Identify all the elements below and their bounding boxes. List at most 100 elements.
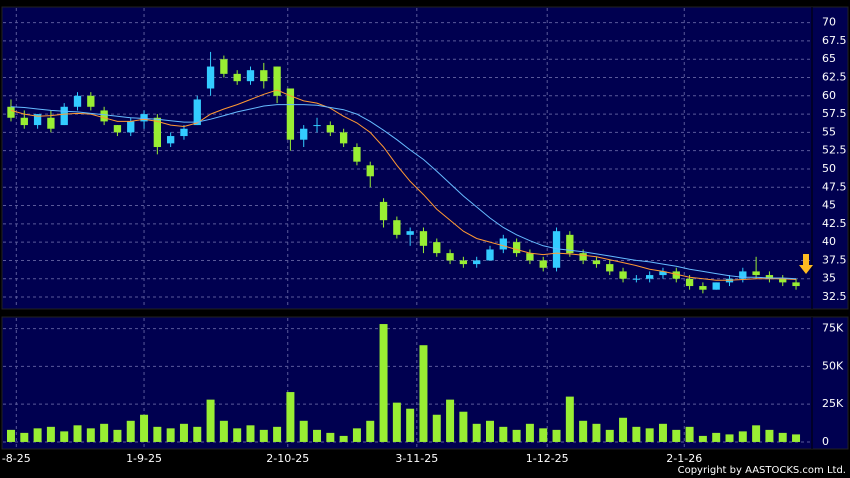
candle-body — [393, 220, 401, 235]
candle-body — [739, 271, 747, 279]
volume-bar — [446, 399, 455, 442]
y-tick-label: 45 — [822, 199, 836, 212]
y-tick-label: 25K — [822, 397, 844, 410]
volume-bar — [605, 429, 614, 442]
candle-body — [47, 117, 55, 129]
volume-bar — [459, 411, 468, 442]
volume-bar — [339, 435, 348, 442]
candle-body — [180, 128, 188, 137]
candle-body — [406, 231, 414, 235]
candle-body — [366, 165, 374, 177]
candle-body — [659, 271, 667, 276]
volume-bar — [525, 423, 534, 442]
volume-bar — [512, 429, 521, 442]
candle-body — [166, 136, 175, 144]
volume-bar — [419, 345, 428, 442]
volume-bar — [738, 431, 747, 442]
candle-body — [220, 59, 228, 74]
candle-body — [353, 147, 361, 162]
volume-bar — [592, 423, 601, 442]
y-tick-label: 0 — [822, 435, 829, 448]
x-tick-label: 2-10-25 — [266, 452, 309, 465]
candle-body — [632, 278, 641, 280]
moving-average-line — [10, 89, 797, 281]
arrow-indicator — [799, 254, 813, 274]
y-tick-label: 47.5 — [822, 180, 847, 193]
y-tick-label: 35 — [822, 272, 836, 285]
volume-bar — [725, 434, 734, 442]
candle-body — [646, 275, 654, 279]
volume-bar — [619, 417, 628, 442]
volume-bar — [778, 432, 787, 442]
volume-bar — [233, 428, 242, 442]
volume-bar — [113, 429, 122, 442]
volume-bar — [299, 420, 308, 442]
volume-bar — [658, 423, 667, 442]
volume-bar — [73, 425, 82, 442]
volume-bar — [486, 420, 494, 442]
candle-body — [339, 132, 348, 144]
candle-body — [606, 264, 614, 272]
volume-bar — [685, 426, 694, 442]
volume-bar — [313, 429, 322, 442]
volume-bar — [712, 432, 721, 442]
x-tick-label: -8-25 — [2, 452, 31, 465]
y-tick-label: 75K — [822, 322, 844, 335]
candle-body — [779, 278, 787, 283]
candle-body — [619, 271, 627, 279]
moving-average-line — [10, 104, 797, 280]
candle-body — [712, 282, 720, 290]
candle-body — [20, 117, 28, 126]
candle-body — [313, 125, 321, 127]
volume-bar — [193, 426, 202, 442]
volume-bar — [206, 399, 215, 442]
x-tick-label: 2-1-26 — [666, 452, 702, 465]
volume-bar — [286, 392, 295, 442]
y-tick-label: 40 — [822, 235, 836, 248]
volume-bar — [792, 434, 801, 442]
volume-bar — [273, 426, 282, 442]
candle-body — [552, 231, 561, 268]
candle-body — [486, 249, 494, 261]
volume-bar — [379, 324, 388, 442]
volume-bar — [259, 429, 268, 442]
volume-bar — [579, 420, 588, 442]
volume-bar — [565, 396, 574, 442]
candle-body — [113, 125, 122, 133]
volume-bar — [432, 414, 441, 442]
candle-body — [127, 121, 135, 133]
chart-layer: -8-25 1-9-25 2-10-25 3-11-25 1-12-25 2-1-26 32… — [2, 8, 847, 465]
volume-bar — [552, 429, 561, 442]
volume-bar — [406, 408, 415, 442]
candle-body — [526, 253, 534, 261]
volume-bar — [632, 426, 641, 442]
candle-body — [672, 271, 680, 279]
candle-body — [473, 260, 481, 265]
candle-body — [379, 201, 388, 221]
candle-body — [100, 110, 108, 122]
volume-bar — [352, 428, 361, 442]
candle-body — [326, 125, 334, 133]
candle-body — [566, 234, 574, 254]
copyright: Copyright by AASTOCKS.com Ltd. — [678, 465, 846, 476]
x-tick-label: 1-9-25 — [126, 452, 162, 465]
volume-bar — [6, 429, 15, 442]
candle-body — [752, 271, 760, 276]
y-tick-label: 50K — [822, 359, 844, 372]
y-tick-label: 50 — [822, 162, 836, 175]
x-tick-label: 1-12-25 — [526, 452, 569, 465]
volume-bar — [166, 428, 175, 442]
candle-body — [433, 242, 441, 254]
volume-bar — [86, 428, 95, 442]
candle-body — [685, 278, 694, 287]
volume-bar — [765, 429, 774, 442]
candle-body — [286, 88, 295, 140]
volume-bar — [752, 425, 761, 442]
volume-bar — [100, 423, 109, 442]
candle-body — [7, 106, 15, 118]
volume-bar — [392, 402, 401, 442]
volume-bar — [645, 428, 654, 442]
candle-body — [73, 95, 82, 107]
candle-body — [499, 238, 507, 250]
